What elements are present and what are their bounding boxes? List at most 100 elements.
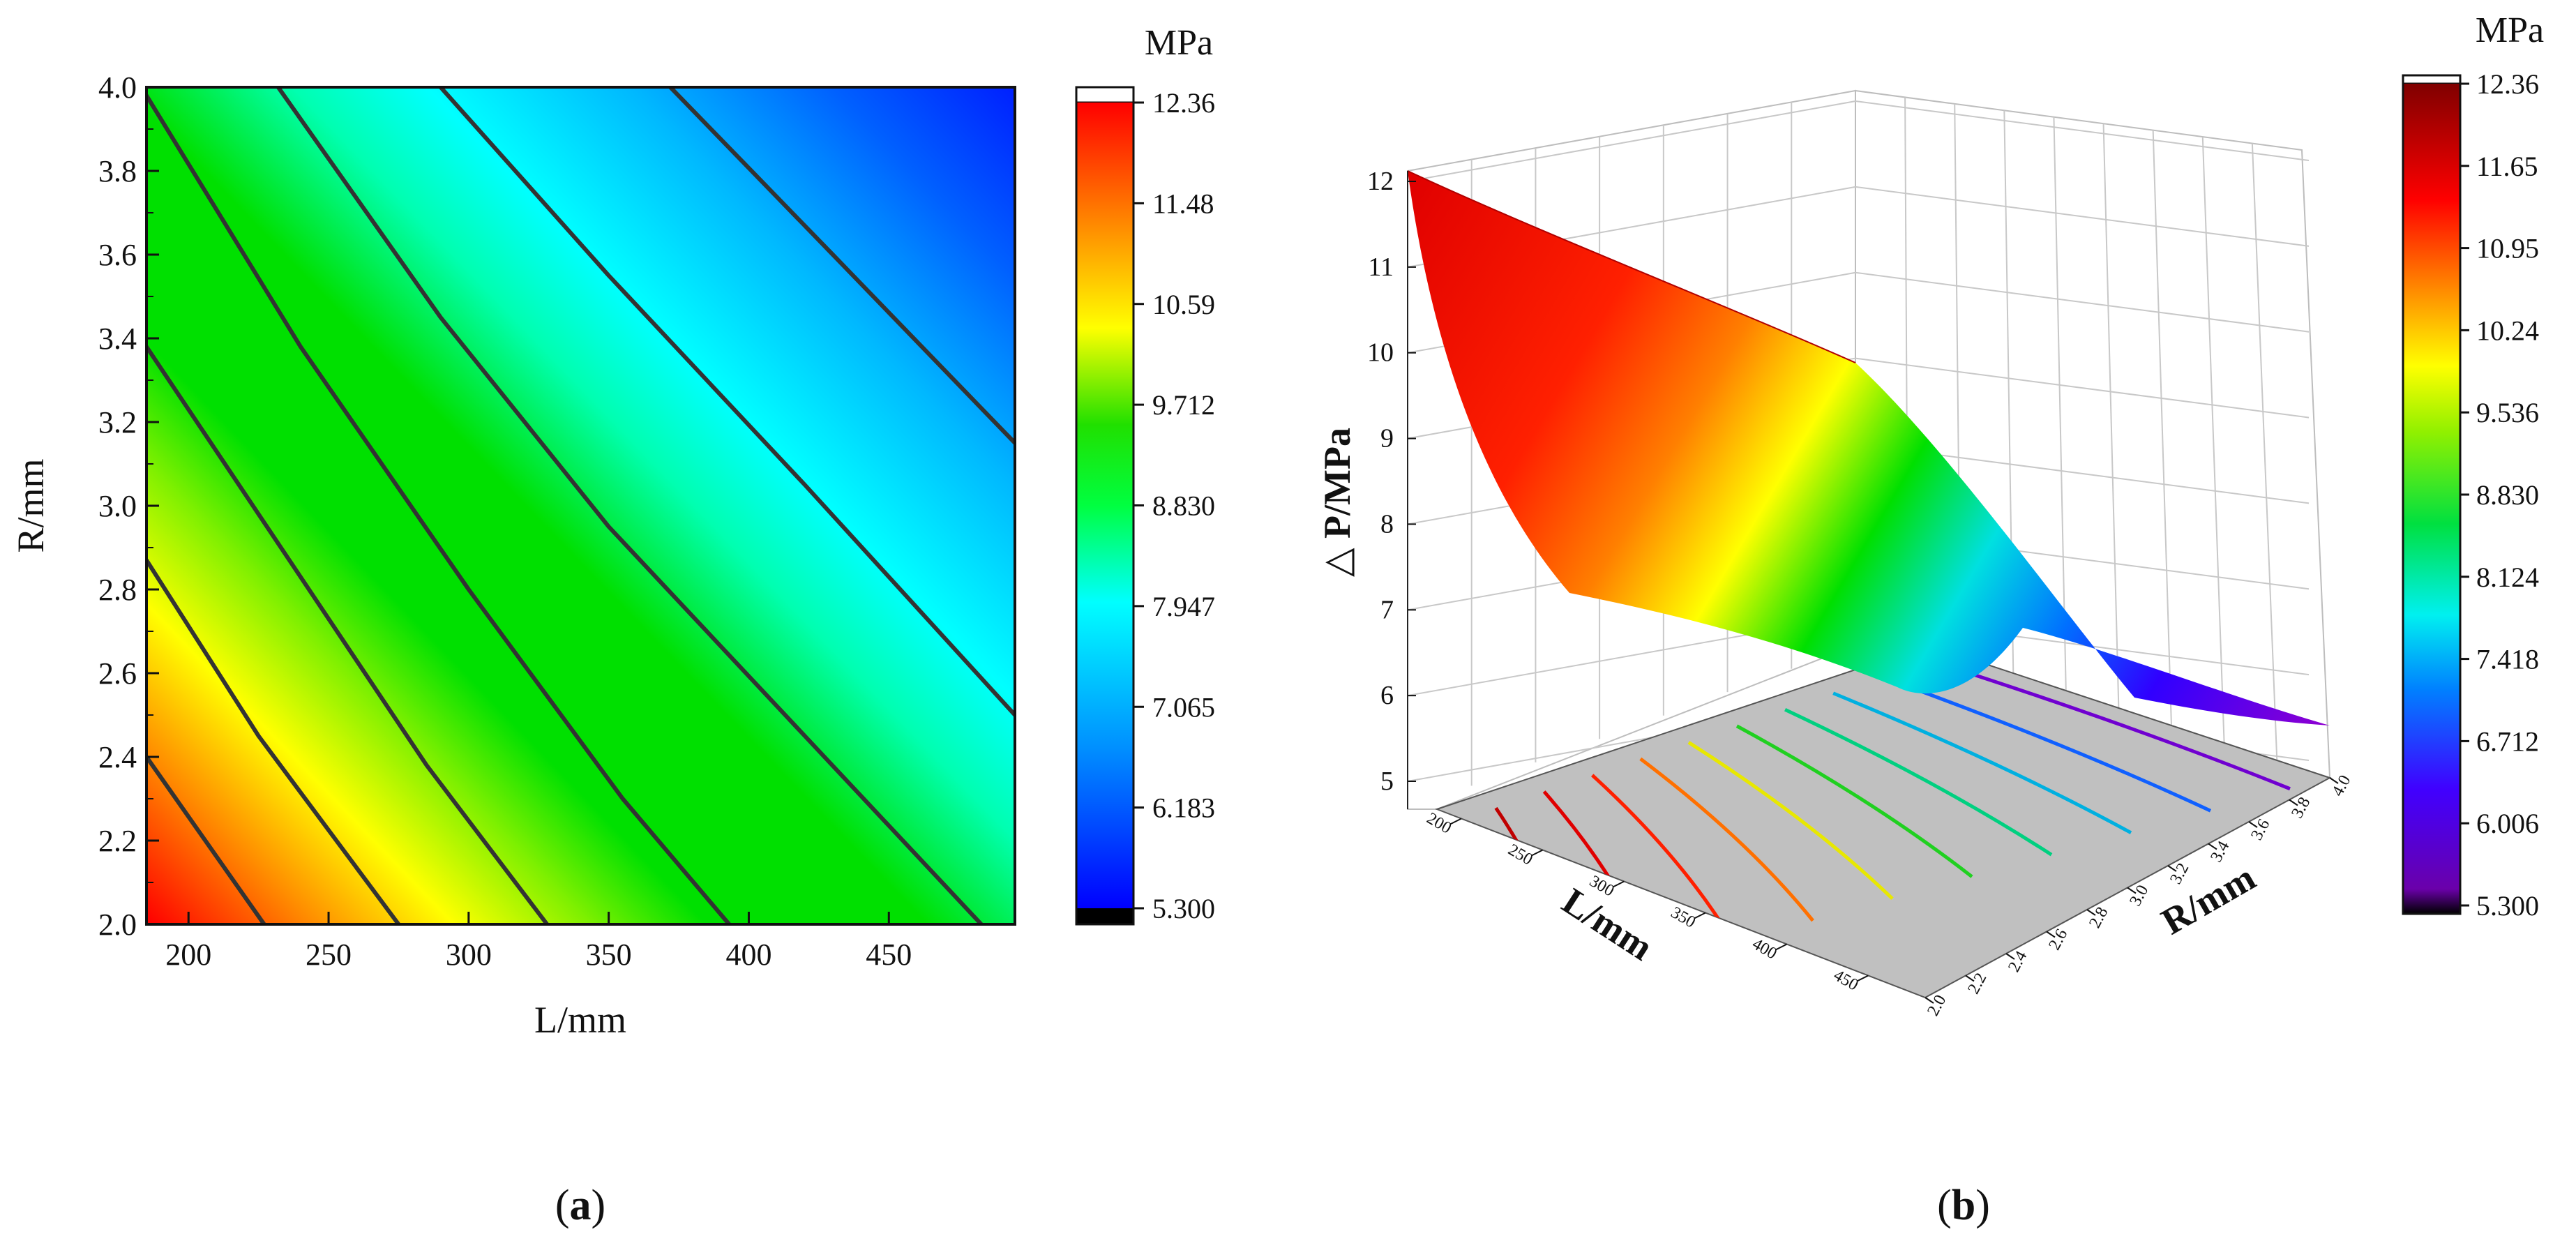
r-tick-label: 4.0 bbox=[2328, 772, 2354, 799]
contour-line bbox=[146, 93, 732, 924]
colorbar-a-label: 7.947 bbox=[1152, 591, 1215, 622]
colorbar-b-label: 8.830 bbox=[2476, 479, 2539, 511]
colorbar-a-labels: 12.36 11.48 10.59 9.712 8.830 7.947 7.065 6.183… bbox=[1133, 87, 1215, 924]
contour-line bbox=[438, 87, 1015, 717]
colorbar-b-label: 6.712 bbox=[2476, 725, 2539, 757]
grid-line bbox=[2251, 143, 2278, 763]
colorbar-b-label: 9.536 bbox=[2476, 397, 2539, 428]
z-tick-label: 12 bbox=[1367, 167, 1394, 196]
contour-lines bbox=[146, 87, 1015, 924]
y-tick-label: 2.8 bbox=[98, 573, 137, 607]
l-tick-mark bbox=[1531, 849, 1544, 857]
z-tick-label: 8 bbox=[1380, 509, 1394, 539]
y-tick-label: 3.6 bbox=[98, 238, 137, 272]
grid-line bbox=[2201, 137, 2225, 749]
contour-line bbox=[668, 87, 1015, 445]
colorbar-a-label: 8.830 bbox=[1152, 490, 1215, 522]
surface-edge bbox=[1407, 170, 1856, 363]
z-tick-label: 5 bbox=[1380, 767, 1394, 796]
floor-contour-line bbox=[1784, 707, 2053, 857]
y-tick-label: 2.2 bbox=[98, 824, 137, 858]
x-tick-label: 350 bbox=[586, 938, 632, 972]
colorbar-a-top-cap bbox=[1075, 86, 1135, 104]
colorbar-b bbox=[2403, 84, 2460, 914]
x-tick-label: 400 bbox=[725, 938, 771, 972]
r-tick-mark bbox=[2289, 799, 2298, 806]
floor-contour-line bbox=[1735, 724, 1973, 878]
colorbar-b-labels: 12.36 11.65 10.95 10.24 9.536 8.830 8.124 7.418… bbox=[2460, 68, 2539, 922]
colorbar-a-label: 7.065 bbox=[1152, 691, 1215, 723]
z-tick-label: 11 bbox=[1368, 253, 1394, 282]
z-tick-label: 6 bbox=[1380, 681, 1394, 710]
l-tick-mark bbox=[1612, 880, 1625, 888]
y-tick-label: 3.4 bbox=[98, 322, 137, 356]
grid-line bbox=[1855, 100, 2310, 161]
floor-contour-line bbox=[1881, 675, 2212, 813]
response-surface bbox=[1408, 171, 2330, 725]
floor-contour-line bbox=[1929, 659, 2291, 791]
colorbar-a-label: 12.36 bbox=[1152, 87, 1215, 119]
x-tick-label: 200 bbox=[165, 938, 211, 972]
y-tick-label: 2.0 bbox=[98, 908, 137, 942]
l-tick-mark bbox=[1449, 818, 1462, 825]
contour-line bbox=[146, 755, 266, 924]
panel-b: 567891011122002503003504004502.02.22.42.… bbox=[1316, 10, 2544, 1229]
colorbar-a-label: 10.59 bbox=[1152, 289, 1215, 320]
grid-line bbox=[1855, 271, 2310, 333]
z-tick-label: 7 bbox=[1380, 595, 1394, 624]
floor-contours bbox=[1494, 659, 2291, 987]
colorbar-a-label: 5.300 bbox=[1152, 893, 1215, 924]
x-tick-label: 450 bbox=[866, 938, 912, 972]
colorbar-a-label: 11.48 bbox=[1152, 188, 1214, 219]
grid-line bbox=[2152, 130, 2173, 734]
y-axis-title: R/mm bbox=[10, 458, 52, 552]
colorbar-a bbox=[1076, 103, 1133, 908]
colorbar-a-unit: MPa bbox=[1145, 23, 1213, 63]
r-tick-mark bbox=[2005, 953, 2015, 960]
heatmap-field bbox=[146, 87, 1015, 924]
panel-label-a: (a) bbox=[555, 1182, 605, 1229]
z-axis-title: △ P/MPa bbox=[1316, 428, 1358, 577]
r-tick-mark bbox=[2248, 821, 2258, 828]
contour-line bbox=[146, 345, 550, 924]
r-tick-mark bbox=[2086, 909, 2096, 916]
y-tick-label: 3.2 bbox=[98, 405, 137, 439]
y-tick-label: 2.4 bbox=[98, 740, 137, 774]
x-tick-label: 300 bbox=[446, 938, 492, 972]
grid-line bbox=[2102, 123, 2120, 719]
colorbar-b-label: 8.124 bbox=[2476, 562, 2539, 593]
r-tick-mark bbox=[2046, 931, 2056, 938]
l-tick-mark bbox=[1856, 975, 1869, 982]
colorbar-a-bottom-cap bbox=[1076, 908, 1133, 924]
y-tick-label: 4.0 bbox=[98, 70, 137, 105]
r-axis-title: R/mm bbox=[2155, 856, 2263, 942]
z-tick-label: 10 bbox=[1367, 338, 1394, 368]
colorbar-b-label: 5.300 bbox=[2476, 890, 2539, 922]
grid-line bbox=[2053, 116, 2067, 705]
r-tick-mark bbox=[2329, 777, 2339, 784]
r-tick-mark bbox=[1925, 997, 1934, 1004]
z-tick-label: 9 bbox=[1380, 424, 1394, 453]
colorbar-b-label: 10.95 bbox=[2476, 233, 2539, 264]
colorbar-a-label: 6.183 bbox=[1152, 792, 1215, 824]
colorbar-a-label: 9.712 bbox=[1152, 389, 1215, 421]
colorbar-b-top-cap bbox=[2402, 74, 2462, 85]
r-tick-mark bbox=[2208, 843, 2217, 850]
contour-line bbox=[146, 558, 401, 924]
grid-line bbox=[1407, 100, 1856, 182]
floor-contour-line bbox=[1832, 691, 2132, 834]
x-tick-label: 250 bbox=[306, 938, 352, 972]
r-tick-mark bbox=[2167, 865, 2177, 872]
r-tick-mark bbox=[1965, 975, 1975, 982]
l-tick-mark bbox=[1694, 912, 1706, 919]
contour-line bbox=[276, 87, 984, 924]
colorbar-b-label: 10.24 bbox=[2476, 315, 2539, 346]
floor-contour-line bbox=[1639, 757, 1814, 922]
floor-contour-line bbox=[1687, 741, 1894, 901]
colorbar-b-label: 6.006 bbox=[2476, 808, 2539, 839]
grid-line bbox=[1855, 357, 2310, 419]
r-tick-mark bbox=[2127, 887, 2137, 894]
y-tick-label: 3.0 bbox=[98, 489, 137, 523]
l-tick-mark bbox=[1775, 943, 1788, 951]
